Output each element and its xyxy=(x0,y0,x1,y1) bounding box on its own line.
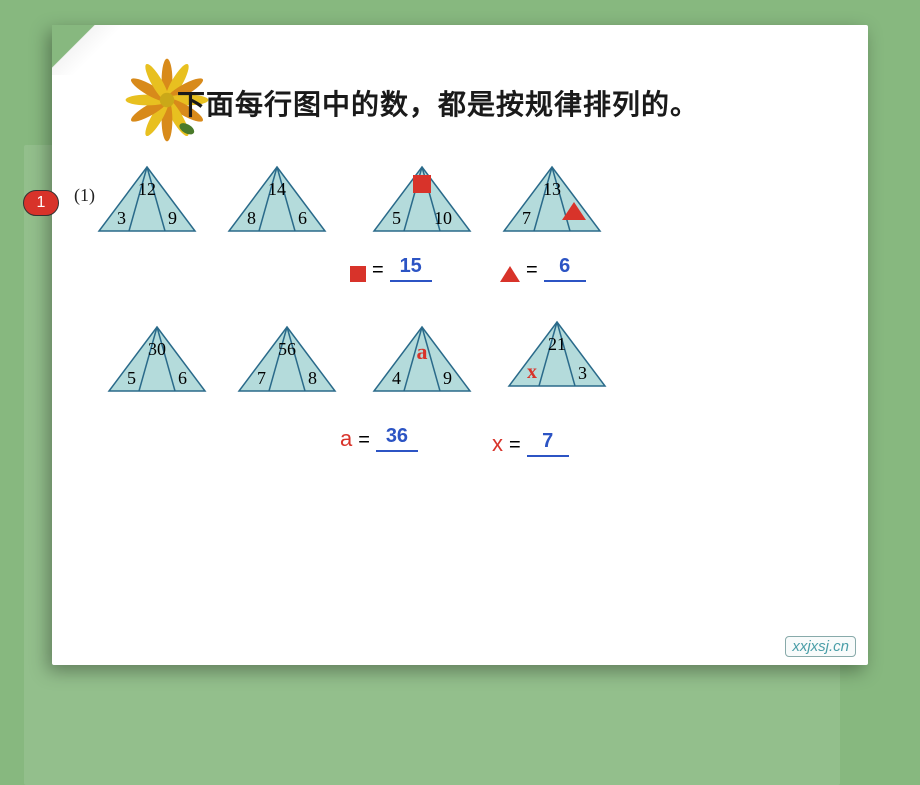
answer-square: = 15 xyxy=(350,255,432,282)
problem-badge: 1 xyxy=(23,190,59,216)
left-value: 5 xyxy=(127,368,136,389)
sub-label: (1) xyxy=(74,185,95,206)
triangle-r1-2: 14 8 6 xyxy=(227,165,327,235)
right-value: 9 xyxy=(443,368,452,389)
left-value: 4 xyxy=(392,368,401,389)
equals: = xyxy=(358,429,370,452)
left-value: 3 xyxy=(117,208,126,229)
triangle-r2-3: a 4 9 xyxy=(372,325,472,395)
left-value: 5 xyxy=(392,208,401,229)
top-value: 21 xyxy=(507,334,607,355)
right-value: 10 xyxy=(434,208,452,229)
top-value: 56 xyxy=(237,339,337,360)
answer-a: a = 36 xyxy=(340,425,418,452)
equals: = xyxy=(509,434,521,457)
right-value: 6 xyxy=(298,208,307,229)
triangle-icon xyxy=(500,266,520,282)
variable-a: a xyxy=(340,426,352,452)
variable-x: x xyxy=(492,431,503,457)
equals: = xyxy=(372,259,384,282)
answer-x: x = 7 xyxy=(492,430,569,457)
right-value: 6 xyxy=(178,368,187,389)
left-value: 7 xyxy=(257,368,266,389)
top-value: a xyxy=(372,339,472,365)
left-value: 8 xyxy=(247,208,256,229)
triangle-r1-1: 12 3 9 xyxy=(97,165,197,235)
top-value: 30 xyxy=(107,339,207,360)
page-curl xyxy=(52,25,122,75)
triangle-r2-2: 56 7 8 xyxy=(237,325,337,395)
answer-value: 36 xyxy=(376,425,418,452)
answer-value: 7 xyxy=(527,430,569,457)
answer-triangle: = 6 xyxy=(500,255,586,282)
left-value: x xyxy=(527,361,537,384)
top-value: 13 xyxy=(502,179,602,200)
equals: = xyxy=(526,259,538,282)
triangle-r2-4: 21 x 3 xyxy=(507,320,607,390)
right-value: 3 xyxy=(578,363,587,384)
right-value: 8 xyxy=(308,368,317,389)
triangle-icon xyxy=(562,202,586,225)
triangle-r2-1: 30 5 6 xyxy=(107,325,207,395)
top-value: 12 xyxy=(97,179,197,200)
answer-value: 15 xyxy=(390,255,432,282)
watermark: xxjxsj.cn xyxy=(785,636,856,657)
answer-value: 6 xyxy=(544,255,586,282)
square-icon xyxy=(372,175,472,198)
triangle-r1-4: 13 7 xyxy=(502,165,602,235)
right-value: 9 xyxy=(168,208,177,229)
triangle-r1-3: 5 10 xyxy=(372,165,472,235)
top-value: 14 xyxy=(227,179,327,200)
page-title: 下面每行图中的数，都是按规律排列的。 xyxy=(177,83,699,123)
slide: 下面每行图中的数，都是按规律排列的。 1 (1) 12 3 9 14 8 6 5… xyxy=(52,25,868,665)
left-value: 7 xyxy=(522,208,531,229)
square-icon xyxy=(350,266,366,282)
